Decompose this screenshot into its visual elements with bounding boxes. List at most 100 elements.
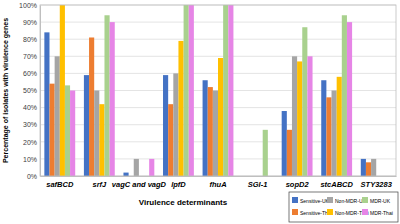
y-axis: 0%10%20%30%40%50%60%70%80%90%100% (19, 2, 40, 180)
x-tick: srfJ (92, 176, 107, 189)
bar (149, 159, 154, 176)
series (44, 32, 366, 176)
series (60, 5, 342, 176)
bar (332, 91, 337, 177)
legend: Sensitive-UK Sensitive-ThaiNon-MDR-UK Non-… (289, 192, 398, 222)
legend-swatch (362, 209, 368, 215)
bar (49, 84, 54, 176)
y-tick-label: 80% (23, 36, 37, 43)
bar (218, 58, 223, 176)
bar (361, 159, 366, 176)
bar (44, 32, 49, 176)
y-tick-label: 70% (23, 53, 37, 60)
y-tick: 100% (19, 2, 40, 9)
y-tick: 60% (23, 70, 40, 77)
legend-entry: Sensitive-Thai (292, 209, 332, 216)
bar (99, 104, 104, 176)
series (65, 5, 347, 176)
bar (110, 22, 115, 176)
y-tick: 30% (23, 121, 40, 128)
x-tick-label: lpfD (171, 180, 186, 189)
y-tick: 0% (27, 173, 40, 180)
legend-entry: MDR-Thai (362, 209, 393, 216)
bar (302, 27, 307, 176)
y-tick-label: 60% (23, 70, 37, 77)
legend-swatch (362, 197, 368, 203)
x-axis-line (41, 176, 397, 177)
bar (287, 130, 292, 176)
bar (70, 91, 75, 177)
y-axis-line (40, 6, 41, 177)
x-tick-label: stcABCD (320, 180, 353, 189)
bar (178, 41, 183, 176)
bar (326, 97, 331, 176)
legend-swatch (292, 197, 298, 203)
legend-label: Non-MDR-UK (335, 198, 367, 204)
x-axis-title: Virulence determinants (139, 198, 228, 207)
x-tick: SGI-1 (248, 176, 268, 189)
bar (366, 162, 371, 176)
y-tick-label: 50% (23, 87, 37, 94)
x-tick: fhuA (209, 176, 226, 189)
legend-swatch (327, 209, 333, 215)
bar (213, 91, 218, 177)
plot-frame (40, 5, 396, 176)
series (55, 56, 377, 176)
bar (321, 80, 326, 176)
bar (189, 5, 194, 176)
bar (94, 91, 99, 177)
x-tick-label: safBCD (46, 180, 74, 189)
bar (173, 73, 178, 176)
bar (371, 159, 376, 176)
chart: 0%10%20%30%40%50%60%70%80%90%100%safBCDs… (0, 0, 400, 224)
legend-label: Non-MDR-Thai (335, 210, 369, 216)
bar (203, 80, 208, 176)
bar (168, 104, 173, 176)
x-tick: vagC and vagD (112, 176, 167, 189)
y-tick-label: 0% (27, 173, 37, 180)
bar (347, 22, 352, 176)
bar (297, 61, 302, 176)
y-tick-label: 100% (19, 2, 37, 9)
plot: 0%10%20%30%40%50%60%70%80%90%100%safBCDs… (19, 2, 396, 190)
y-axis-title: Percentage of isolates with virulence ge… (2, 18, 10, 163)
legend-label: MDR-UK (370, 198, 391, 204)
bar (282, 111, 287, 176)
legend-swatch (292, 209, 298, 215)
legend-label: Sensitive-UK (300, 198, 330, 204)
bar (163, 75, 168, 176)
legend-entry: Non-MDR-UK (327, 197, 367, 204)
legend-swatch (327, 197, 333, 203)
bar (65, 85, 70, 176)
bar (228, 5, 233, 176)
bar (104, 15, 109, 176)
legend-entry: Non-MDR-Thai (327, 209, 369, 216)
x-tick: lpfD (171, 176, 186, 189)
bar (184, 5, 189, 176)
x-tick-label: sopD2 (286, 180, 310, 189)
x-tick-label: srfJ (92, 180, 107, 189)
series (49, 37, 371, 176)
bar (292, 56, 297, 176)
x-tick: sopD2 (286, 176, 310, 189)
y-tick: 80% (23, 36, 40, 43)
bar (263, 130, 268, 176)
x-tick: STY3283 (361, 176, 393, 189)
y-tick-label: 40% (23, 104, 37, 111)
y-tick: 50% (23, 87, 40, 94)
grid (40, 5, 396, 176)
bar (60, 5, 65, 176)
series (70, 5, 352, 176)
x-tick: stcABCD (320, 176, 353, 189)
bar (223, 5, 228, 176)
y-tick: 20% (23, 139, 40, 146)
legend-label: MDR-Thai (370, 210, 393, 216)
y-tick-label: 20% (23, 139, 37, 146)
bar (89, 37, 94, 176)
bar (55, 56, 60, 176)
y-tick: 10% (23, 156, 40, 163)
x-tick-label: SGI-1 (248, 180, 268, 189)
bar (134, 159, 139, 176)
x-tick-label: vagC and vagD (112, 180, 167, 189)
bar (208, 87, 213, 176)
